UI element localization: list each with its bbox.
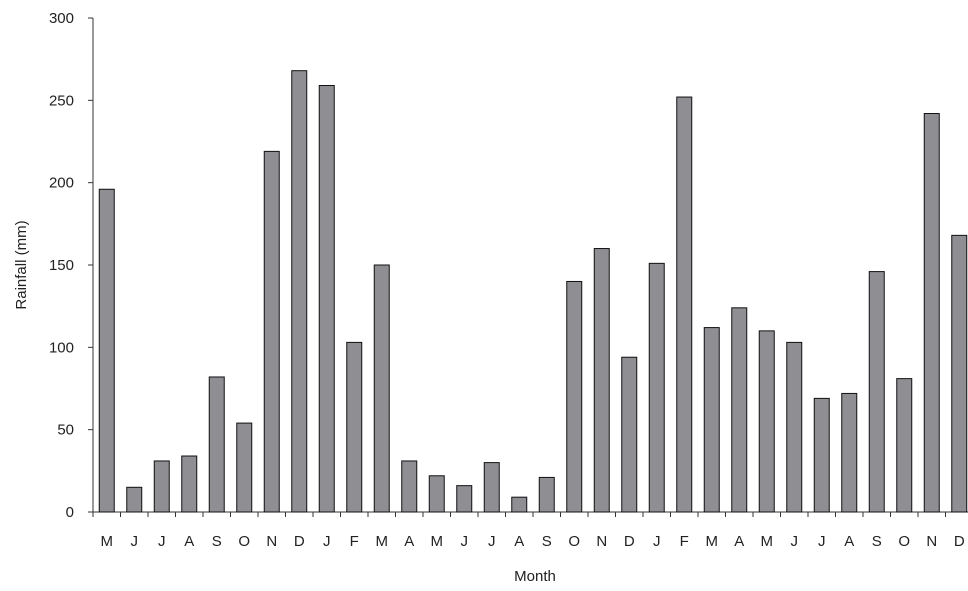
y-tick-label: 250 bbox=[49, 92, 74, 109]
bar bbox=[126, 486, 143, 513]
bar bbox=[318, 85, 335, 513]
bar bbox=[786, 341, 803, 513]
x-tick-label: O bbox=[238, 533, 250, 550]
bar bbox=[181, 455, 198, 513]
x-tick-label: A bbox=[734, 533, 744, 550]
bar bbox=[676, 96, 693, 513]
x-tick-label: M bbox=[101, 533, 114, 550]
bar bbox=[153, 460, 170, 513]
x-tick-label: D bbox=[954, 533, 965, 550]
bar bbox=[813, 397, 830, 513]
x-tick-label: D bbox=[624, 533, 635, 550]
bar bbox=[896, 378, 913, 513]
x-tick-label: M bbox=[376, 533, 389, 550]
bar bbox=[923, 113, 940, 513]
x-tick-label: J bbox=[323, 533, 331, 550]
bar bbox=[236, 422, 253, 513]
x-tick-label: J bbox=[653, 533, 661, 550]
bar bbox=[951, 234, 968, 513]
bars bbox=[98, 70, 968, 513]
bar bbox=[428, 475, 445, 513]
bar bbox=[208, 376, 225, 513]
x-tick-label: M bbox=[706, 533, 719, 550]
x-tick-label: J bbox=[131, 533, 139, 550]
x-tick-label: N bbox=[596, 533, 607, 550]
y-tick-label: 100 bbox=[49, 339, 74, 356]
y-tick-label: 300 bbox=[49, 10, 74, 27]
y-tick-label: 150 bbox=[49, 257, 74, 274]
y-tick-label: 50 bbox=[57, 422, 74, 439]
y-axis-title: Rainfall (mm) bbox=[13, 220, 30, 309]
bar bbox=[593, 248, 610, 513]
bar bbox=[263, 150, 280, 513]
bar bbox=[621, 356, 638, 513]
bar bbox=[456, 485, 473, 513]
bar bbox=[98, 188, 115, 513]
x-tick-label: A bbox=[404, 533, 414, 550]
x-tick-label: J bbox=[791, 533, 799, 550]
x-tick-label: J bbox=[158, 533, 166, 550]
x-tick-label: M bbox=[431, 533, 444, 550]
x-tick-label: F bbox=[350, 533, 359, 550]
x-tick-label: A bbox=[184, 533, 194, 550]
bar bbox=[483, 462, 500, 513]
x-tick-label: J bbox=[488, 533, 496, 550]
x-tick-label: M bbox=[761, 533, 774, 550]
x-axis-title: Month bbox=[514, 568, 556, 585]
x-tick-label: A bbox=[844, 533, 854, 550]
bar bbox=[648, 262, 665, 513]
y-tick-label: 200 bbox=[49, 175, 74, 192]
bar bbox=[868, 271, 885, 513]
bar bbox=[731, 307, 748, 513]
bar bbox=[703, 327, 720, 513]
x-tick-label: F bbox=[680, 533, 689, 550]
x-tick-label: A bbox=[514, 533, 524, 550]
x-tick-label: O bbox=[898, 533, 910, 550]
bar bbox=[538, 476, 555, 513]
x-tick-label: J bbox=[818, 533, 826, 550]
bar bbox=[758, 330, 775, 513]
bar bbox=[401, 460, 418, 513]
bar bbox=[511, 496, 528, 513]
x-tick-label: S bbox=[872, 533, 882, 550]
x-tick-label: D bbox=[294, 533, 305, 550]
bar bbox=[346, 341, 363, 513]
y-tick-label: 0 bbox=[66, 504, 74, 521]
x-tick-label: J bbox=[461, 533, 469, 550]
x-tick-label: S bbox=[542, 533, 552, 550]
x-tick-label: S bbox=[212, 533, 222, 550]
bar bbox=[566, 280, 583, 513]
bar bbox=[291, 70, 308, 513]
y-axis: 0 50 100 150 200 250 300 bbox=[49, 10, 94, 521]
x-tick-label: N bbox=[266, 533, 277, 550]
x-tick-label: O bbox=[568, 533, 580, 550]
bar bbox=[841, 392, 858, 513]
x-tick-label: N bbox=[926, 533, 937, 550]
bar bbox=[373, 264, 390, 513]
